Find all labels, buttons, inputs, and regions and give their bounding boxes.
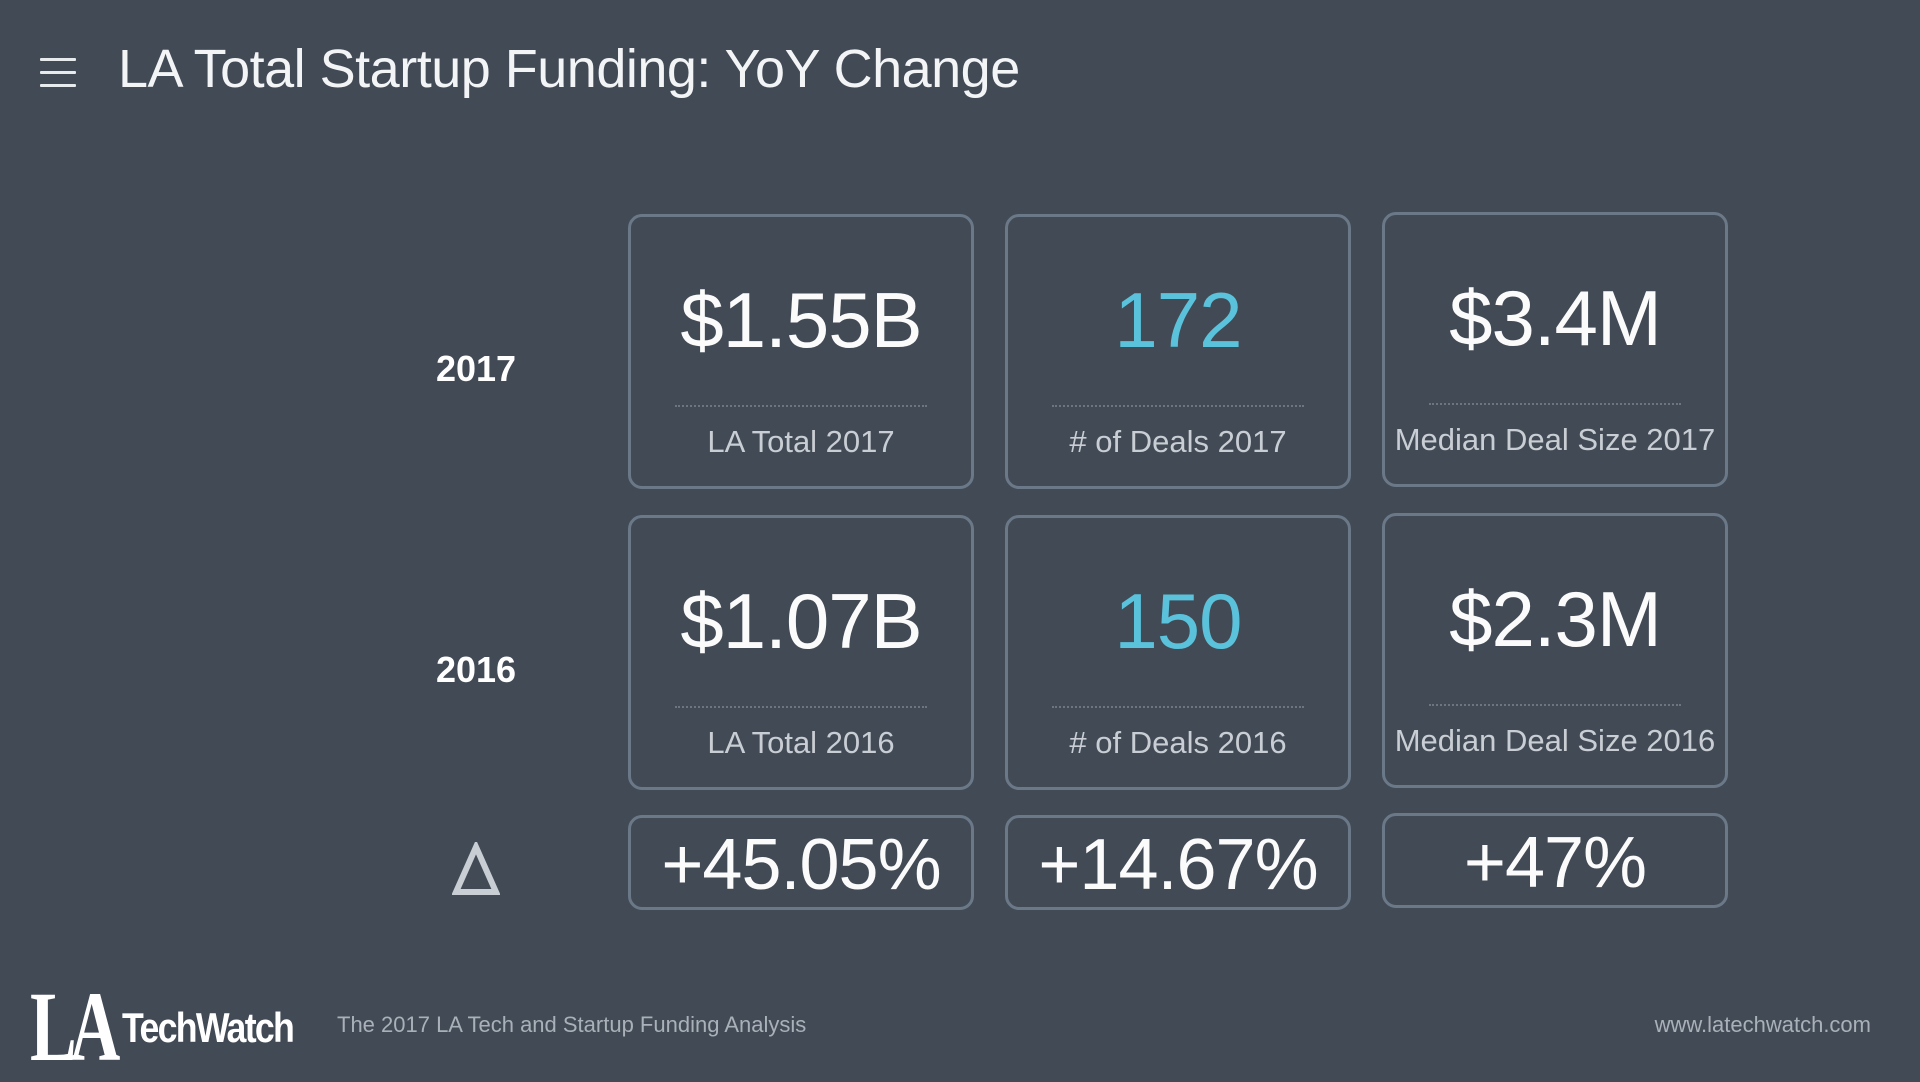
- card-deals-2016: 150 # of Deals 2016: [1005, 515, 1351, 790]
- card-value: $2.3M: [1449, 575, 1662, 663]
- hamburger-icon: [40, 58, 76, 61]
- divider: [1052, 706, 1304, 708]
- card-median-2016: $2.3M Median Deal Size 2016: [1382, 513, 1728, 788]
- card-label: # of Deals 2016: [1069, 725, 1287, 760]
- card-deals-change: +14.67%: [1005, 815, 1351, 910]
- card-value: 172: [1114, 276, 1242, 364]
- hamburger-icon-bar: [40, 71, 76, 74]
- logo-la: LA: [30, 971, 120, 1082]
- footer-url[interactable]: www.latechwatch.com: [1654, 1012, 1871, 1037]
- card-median-change: +47%: [1382, 813, 1728, 908]
- card-value: 150: [1114, 577, 1242, 665]
- divider: [1052, 405, 1304, 407]
- hamburger-icon-bar: [40, 84, 76, 87]
- row-label-2017: 2017: [435, 348, 517, 389]
- divider: [675, 405, 927, 407]
- logo-name: TechWatch: [122, 1004, 295, 1051]
- card-value: $1.55B: [680, 276, 922, 364]
- card-la-total-2017: $1.55B LA Total 2017: [628, 214, 974, 489]
- hamburger-menu-button[interactable]: [40, 56, 76, 90]
- footer-subtitle: The 2017 LA Tech and Startup Funding Ana…: [337, 1012, 807, 1037]
- card-value: +45.05%: [661, 825, 941, 905]
- divider: [675, 706, 927, 708]
- card-label: Median Deal Size 2016: [1394, 723, 1716, 758]
- row-label-2016: 2016: [435, 649, 517, 690]
- page-title: LA Total Startup Funding: YoY Change: [118, 39, 1020, 99]
- card-label: LA Total 2016: [707, 725, 895, 760]
- card-value: +14.67%: [1038, 825, 1318, 905]
- card-la-total-2016: $1.07B LA Total 2016: [628, 515, 974, 790]
- card-deals-2017: 172 # of Deals 2017: [1005, 214, 1351, 489]
- divider: [1429, 704, 1681, 706]
- card-median-2017: $3.4M Median Deal Size 2017: [1382, 212, 1728, 487]
- card-label: Median Deal Size 2017: [1394, 422, 1716, 457]
- divider: [1429, 403, 1681, 405]
- card-label: # of Deals 2017: [1069, 424, 1287, 459]
- card-value: +47%: [1463, 823, 1647, 903]
- card-label: LA Total 2017: [707, 424, 895, 459]
- card-value: $1.07B: [680, 577, 922, 665]
- latechwatch-logo: LA TechWatch: [30, 971, 320, 1082]
- delta-icon: [452, 842, 500, 895]
- card-total-change: +45.05%: [628, 815, 974, 910]
- card-value: $3.4M: [1449, 274, 1662, 362]
